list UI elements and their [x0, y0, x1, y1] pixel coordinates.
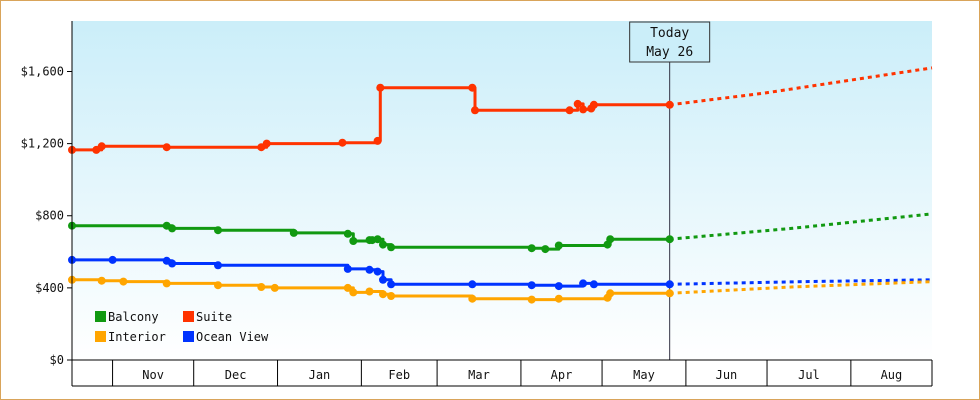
suite-data-point [665, 100, 674, 109]
interior-data-point [665, 289, 674, 298]
balcony-data-point [343, 229, 352, 238]
interior-data-point [119, 277, 128, 286]
balcony-data-point [168, 224, 177, 233]
legend-label-interior: Interior [108, 330, 166, 344]
suite-data-point [468, 83, 477, 92]
y-tick-label: $0 [50, 353, 64, 367]
legend-label-ocean-view: Ocean View [196, 330, 269, 344]
ocean-view-data-point [343, 264, 352, 273]
balcony-data-point [606, 235, 615, 244]
suite-forecast-line [669, 66, 933, 107]
interior-data-point [468, 294, 477, 303]
suite-data-point [573, 99, 582, 108]
y-tick-label: $1,200 [21, 137, 64, 151]
today-label: Today [650, 26, 689, 41]
interior-data-point [527, 295, 536, 304]
suite-data-point [262, 139, 271, 148]
balcony-data-point [665, 235, 674, 244]
ocean-view-data-point [108, 255, 117, 264]
ocean-view-data-point [214, 261, 222, 270]
suite-data-point [373, 136, 382, 145]
interior-data-point [387, 292, 396, 300]
today-date-label: May 26 [646, 45, 693, 60]
axes: $0 $400 $800 $1,200 $1,600 Nov Dec Jan Feb Mar Apr… [21, 21, 933, 387]
suite-data-point [565, 106, 574, 115]
ocean-view-data-point [365, 265, 374, 274]
ocean-view-data-point [554, 282, 563, 291]
suite-data-point [162, 143, 171, 152]
balcony-data-point [527, 244, 536, 253]
balcony-data-point [373, 235, 382, 244]
suite-data-point [97, 142, 106, 151]
balcony-data-point [387, 243, 396, 252]
legend-swatch-ocean-view [183, 331, 194, 342]
interior-data-point [349, 288, 358, 297]
y-tick-label: $1,600 [21, 64, 64, 78]
legend-swatch-suite [183, 311, 194, 322]
interior-data-point [162, 279, 171, 288]
legend-label-balcony: Balcony [108, 310, 159, 324]
ocean-view-data-point [379, 275, 387, 284]
plot-background [72, 21, 932, 360]
balcony-data-point [289, 228, 298, 237]
ocean-view-data-point [168, 259, 177, 268]
suite-data-point [376, 83, 385, 92]
x-tick-label: Jun [716, 368, 738, 382]
ocean-view-data-point [468, 280, 477, 289]
balcony-data-point [349, 237, 358, 245]
balcony-data-point [379, 240, 387, 249]
x-tick-label: Aug [881, 368, 903, 382]
legend-swatch-interior [95, 331, 106, 342]
x-tick-label: Nov [142, 368, 164, 382]
legend: Balcony Suite Interior Ocean View [95, 310, 269, 344]
interior-forecast-line [669, 280, 933, 295]
ocean-view-data-point [527, 281, 536, 290]
ocean-view-forecast-line [669, 278, 933, 286]
balcony-forecast-line [669, 212, 933, 241]
x-tick-label: Apr [551, 368, 573, 382]
interior-data-point [554, 294, 563, 303]
interior-data-point [365, 287, 374, 296]
interior-data-point [257, 283, 266, 291]
suite-data-point [338, 138, 347, 147]
y-tick-label: $800 [35, 209, 64, 223]
x-tick-label: May [633, 368, 655, 382]
interior-data-point [343, 283, 352, 292]
ocean-view-data-point [665, 280, 674, 289]
interior-data-point [270, 283, 279, 292]
interior-data-point [379, 290, 387, 299]
legend-swatch-balcony [95, 311, 106, 322]
suite-data-point [579, 105, 588, 114]
x-tick-label: Jul [798, 368, 820, 382]
legend-label-suite: Suite [196, 310, 232, 324]
y-tick-label: $400 [35, 281, 64, 295]
today-marker: Today May 26 [629, 21, 711, 360]
today-label-box [629, 21, 711, 63]
ocean-view-data-point [373, 267, 382, 276]
balcony-data-point [541, 245, 550, 254]
series-lines [68, 66, 933, 304]
interior-data-point [214, 281, 222, 290]
x-tick-label: Jan [309, 368, 331, 382]
ocean-view-data-point [589, 280, 598, 289]
ocean-view-data-point [387, 280, 396, 289]
interior-data-point [606, 289, 615, 298]
suite-data-point [589, 100, 598, 109]
interior-data-point [97, 276, 106, 285]
x-tick-label: Dec [225, 368, 247, 382]
ocean-view-data-point [579, 279, 588, 288]
balcony-data-point [214, 226, 222, 235]
balcony-data-point [554, 241, 563, 250]
x-tick-label: Mar [468, 368, 490, 382]
x-tick-label: Feb [388, 368, 410, 382]
suite-data-point [471, 106, 479, 115]
